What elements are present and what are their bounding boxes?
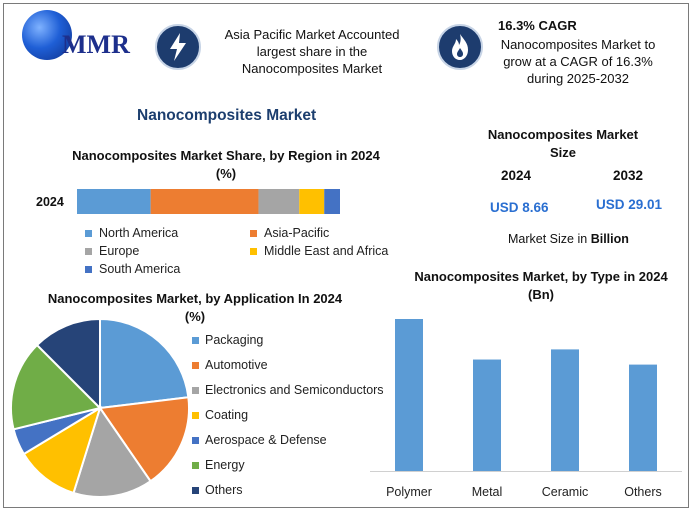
type-chart-title: Nanocomposites Market, by Type in 2024 (… [414,269,668,302]
pie-legend-automotive: Automotive [192,358,268,372]
region-year-label: 2024 [36,195,64,209]
type-tick-others: Others [624,485,662,499]
legend-south-america: South America [85,262,180,276]
pie-legend-aerospace: Aerospace & Defense [192,433,327,447]
legend-asia-pacific: Asia-Pacific [250,226,329,240]
pie-slice-automotive [98,396,190,483]
region-segment-europe [258,189,300,214]
market-size-value-2032: USD 29.01 [596,197,663,212]
type-bar-others [629,364,657,471]
pie-slice-coating [22,405,102,495]
legend-middle-east-africa: Middle East and Africa [250,244,388,258]
main-title: Nanocomposites Market [137,107,317,124]
type-tick-ceramic: Ceramic [542,485,589,499]
type-tick-metal: Metal [472,485,503,499]
flame-icon [437,24,483,70]
brand-logo: MMR [62,30,130,59]
type-bar-polymer [395,319,423,471]
pie-slice-electronics-and-semiconductors [72,405,152,498]
region-segment-north-america [77,189,151,214]
application-chart-title: Nanocomposites Market, by Application In… [47,291,343,324]
pie-legend-energy: Energy [192,458,245,472]
market-size-unit: Market Size in Billion [508,232,629,246]
type-bar-chart: Polymer Metal Ceramic Others [370,319,682,499]
pie-legend-coating: Coating [192,408,248,422]
pie-legend-electronics: Electronics and Semiconductors [192,383,384,397]
globe-logo-icon [22,10,72,60]
cagr-title: 16.3% CAGR [498,18,577,33]
legend-north-america: North America [85,226,178,240]
cagr-note: Nanocomposites Market to grow at a CAGR … [500,37,656,86]
market-size-year-2032: 2032 [613,168,644,183]
market-size-value-2024: USD 8.66 [490,200,549,215]
pie-slice-packaging [99,317,190,410]
region-stacked-bar [77,189,340,214]
legend-europe: Europe [85,244,139,258]
type-bar-ceramic [551,349,579,471]
lightning-icon [155,24,201,70]
market-size-year-2024: 2024 [501,168,532,183]
region-segment-south-america [324,189,340,214]
pie-slice-others [35,317,101,411]
pie-legend-others: Others [192,483,243,497]
region-chart-title: Nanocomposites Market Share, by Region i… [72,148,380,181]
market-size-title: Nanocomposites Market Size [487,127,639,160]
type-bar-metal [473,359,501,471]
pie-legend-packaging: Packaging [192,333,263,347]
region-segment-middle-east-and-africa [299,189,325,214]
asia-pacific-note: Asia Pacific Market Accounted largest sh… [224,27,400,76]
region-segment-asia-pacific [150,189,259,214]
pie-slice-energy [10,343,102,431]
type-tick-polymer: Polymer [386,485,432,499]
application-pie-chart [10,317,190,498]
